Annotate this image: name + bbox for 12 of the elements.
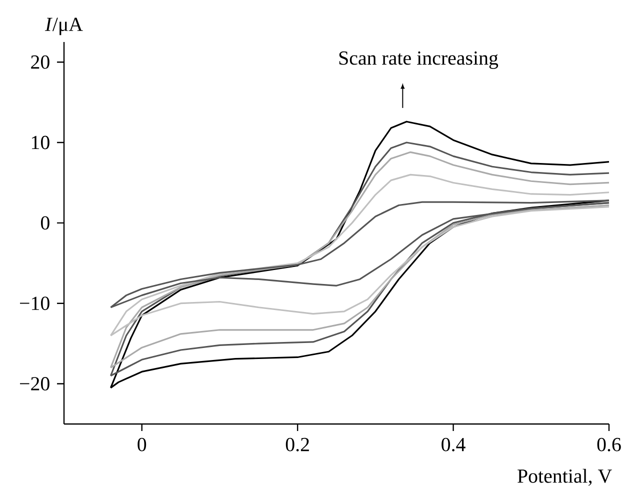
y-tick-label: 10 <box>32 136 50 150</box>
y-tick-label: −10 <box>20 296 50 310</box>
x-axis-title: Potential, V <box>518 468 612 486</box>
x-tick-label: 0.2 <box>286 438 309 452</box>
x-tick-label: 0.6 <box>597 438 621 452</box>
y-tick-label: 20 <box>31 55 50 69</box>
y-axis-title: I/μA <box>44 18 83 36</box>
x-tick-label: 0.4 <box>442 438 466 452</box>
y-tick-label: −20 <box>20 377 50 390</box>
annotation: Scan rate increasing <box>339 51 498 69</box>
x-tick-label: 0 <box>138 438 146 452</box>
y-tick-label: 0 <box>40 216 50 230</box>
